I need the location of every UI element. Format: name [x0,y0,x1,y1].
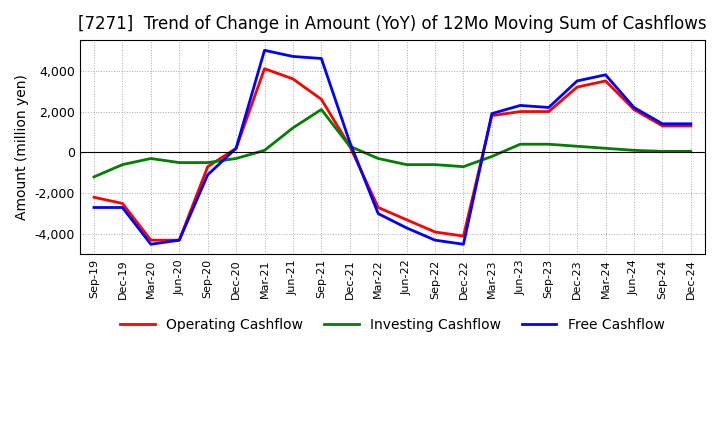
Investing Cashflow [146,156,155,161]
Operating Cashflow [686,123,695,128]
Operating Cashflow [232,146,240,151]
Investing Cashflow [658,149,667,154]
Free Cashflow [146,242,155,247]
Free Cashflow [629,105,638,110]
Line: Investing Cashflow: Investing Cashflow [94,110,690,177]
Free Cashflow [516,103,525,108]
Investing Cashflow [402,162,411,167]
Y-axis label: Amount (million yen): Amount (million yen) [15,74,29,220]
Operating Cashflow [573,84,582,90]
Free Cashflow [374,211,382,216]
Free Cashflow [487,111,496,116]
Operating Cashflow [90,194,99,200]
Legend: Operating Cashflow, Investing Cashflow, Free Cashflow: Operating Cashflow, Investing Cashflow, … [114,312,670,337]
Free Cashflow [573,78,582,84]
Investing Cashflow [573,143,582,149]
Investing Cashflow [544,142,553,147]
Investing Cashflow [487,154,496,159]
Investing Cashflow [175,160,184,165]
Operating Cashflow [346,143,354,149]
Operating Cashflow [629,107,638,112]
Investing Cashflow [459,164,468,169]
Investing Cashflow [374,156,382,161]
Operating Cashflow [374,205,382,210]
Line: Free Cashflow: Free Cashflow [94,50,690,244]
Investing Cashflow [346,143,354,149]
Operating Cashflow [175,238,184,243]
Operating Cashflow [118,201,127,206]
Investing Cashflow [317,107,325,112]
Line: Operating Cashflow: Operating Cashflow [94,69,690,240]
Free Cashflow [459,242,468,247]
Free Cashflow [289,54,297,59]
Operating Cashflow [289,76,297,81]
Free Cashflow [118,205,127,210]
Free Cashflow [260,48,269,53]
Operating Cashflow [487,113,496,118]
Free Cashflow [232,146,240,151]
Free Cashflow [431,238,439,243]
Operating Cashflow [317,97,325,102]
Operating Cashflow [146,238,155,243]
Free Cashflow [686,121,695,126]
Operating Cashflow [516,109,525,114]
Operating Cashflow [431,229,439,235]
Free Cashflow [346,139,354,145]
Investing Cashflow [203,160,212,165]
Free Cashflow [601,72,610,77]
Investing Cashflow [431,162,439,167]
Investing Cashflow [601,146,610,151]
Investing Cashflow [289,125,297,131]
Investing Cashflow [516,142,525,147]
Operating Cashflow [402,217,411,222]
Title: [7271]  Trend of Change in Amount (YoY) of 12Mo Moving Sum of Cashflows: [7271] Trend of Change in Amount (YoY) o… [78,15,707,33]
Free Cashflow [203,172,212,177]
Investing Cashflow [686,149,695,154]
Free Cashflow [402,225,411,231]
Investing Cashflow [629,148,638,153]
Free Cashflow [90,205,99,210]
Investing Cashflow [260,148,269,153]
Investing Cashflow [232,156,240,161]
Operating Cashflow [601,78,610,84]
Free Cashflow [317,56,325,61]
Operating Cashflow [459,234,468,239]
Free Cashflow [175,238,184,243]
Operating Cashflow [544,109,553,114]
Investing Cashflow [90,174,99,180]
Investing Cashflow [118,162,127,167]
Free Cashflow [544,105,553,110]
Operating Cashflow [203,164,212,169]
Operating Cashflow [658,123,667,128]
Free Cashflow [658,121,667,126]
Operating Cashflow [260,66,269,71]
